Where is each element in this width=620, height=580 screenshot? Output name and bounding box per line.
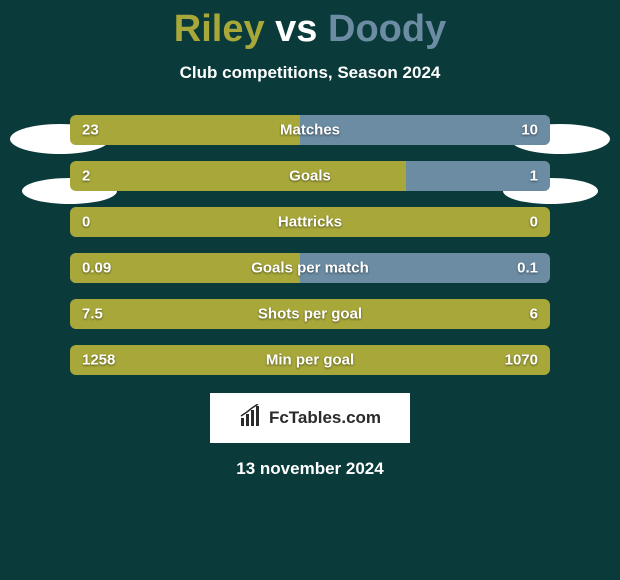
- fctables-text: FcTables.com: [269, 408, 381, 428]
- stat-value-left: 1258: [82, 352, 115, 369]
- stat-label: Goals per match: [251, 260, 369, 277]
- stat-value-left: 7.5: [82, 306, 103, 323]
- stat-label: Goals: [289, 168, 331, 185]
- title-player1: Riley: [174, 8, 265, 50]
- date-label: 13 november 2024: [0, 459, 620, 479]
- stat-label: Matches: [280, 122, 340, 139]
- title-vs: vs: [275, 8, 317, 50]
- stat-row: 2 1 Goals: [70, 161, 550, 191]
- stat-value-right: 10: [521, 122, 538, 139]
- stat-label: Hattricks: [278, 214, 342, 231]
- chart-icon: [239, 404, 263, 433]
- fctables-logo: FcTables.com: [210, 393, 410, 443]
- stat-row: 7.5 6 Shots per goal: [70, 299, 550, 329]
- stat-value-right: 1070: [505, 352, 538, 369]
- stat-label: Shots per goal: [258, 306, 362, 323]
- stat-row: 0.09 0.1 Goals per match: [70, 253, 550, 283]
- stat-value-left: 0.09: [82, 260, 111, 277]
- subtitle: Club competitions, Season 2024: [0, 63, 620, 83]
- stat-value-right: 1: [530, 168, 538, 185]
- stat-value-left: 0: [82, 214, 90, 231]
- bar-right: [406, 161, 550, 191]
- stat-label: Min per goal: [266, 352, 354, 369]
- stat-value-left: 2: [82, 168, 90, 185]
- stat-row: 0 0 Hattricks: [70, 207, 550, 237]
- stat-value-left: 23: [82, 122, 99, 139]
- stat-row: 1258 1070 Min per goal: [70, 345, 550, 375]
- stat-value-right: 0.1: [517, 260, 538, 277]
- stats-container: 23 10 Matches 2 1 Goals 0 0 Hattricks 0.09 0.1 Goal…: [70, 115, 550, 375]
- stat-value-right: 0: [530, 214, 538, 231]
- title-player2: Doody: [328, 8, 446, 50]
- stat-value-right: 6: [530, 306, 538, 323]
- stat-row: 23 10 Matches: [70, 115, 550, 145]
- page-title: Riley vs Doody: [0, 0, 620, 51]
